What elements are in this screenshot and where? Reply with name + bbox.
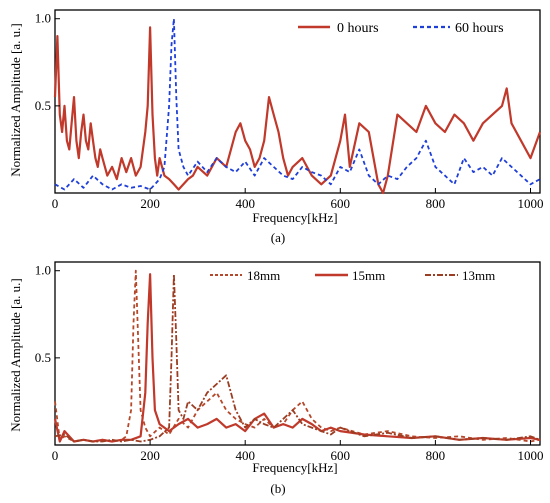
x-tick-label: 0 — [52, 448, 59, 463]
legend-label-13mm: 13mm — [462, 268, 495, 283]
series-line-13mm — [54, 273, 541, 443]
x-tick-label: 0 — [52, 196, 59, 211]
axis-ticks: 0 200 400 600 800 1000 0.5 1.0 — [35, 263, 544, 463]
series-line-0-hours — [53, 26, 542, 195]
y-tick-label: 1.0 — [35, 11, 51, 26]
x-tick-label: 200 — [140, 448, 160, 463]
panel-caption: (b) — [270, 481, 285, 496]
x-tick-label: 800 — [426, 448, 446, 463]
panel-b: 0 200 400 600 800 1000 0.5 1.0 Frequency[kHz] N… — [8, 261, 544, 496]
legend: 18mm 15mm 13mm — [210, 268, 495, 283]
axis-ticks: 0 200 400 600 800 1000 0.5 1.0 — [35, 11, 544, 211]
legend-label-60-hours: 60 hours — [455, 21, 504, 36]
series-group — [53, 269, 541, 443]
x-tick-label: 400 — [235, 448, 255, 463]
panel-a: 0 200 400 600 800 1000 0.5 1.0 Frequency[kHz] N… — [8, 9, 544, 245]
y-tick-label: 1.0 — [35, 263, 51, 278]
x-tick-label: 400 — [235, 196, 255, 211]
x-tick-label: 800 — [426, 196, 446, 211]
series-group — [53, 17, 542, 195]
x-tick-label: 600 — [331, 448, 351, 463]
legend-label-15mm: 15mm — [352, 268, 385, 283]
x-axis-label: Frequency[kHz] — [252, 460, 337, 475]
series-line-60-hours — [54, 17, 541, 191]
y-tick-label: 0.5 — [35, 350, 51, 365]
plot-frame — [54, 9, 541, 194]
x-tick-label: 600 — [331, 196, 351, 211]
y-axis-label: Normalized Amplitude [a. u.] — [8, 278, 23, 431]
x-tick-label: 200 — [140, 196, 160, 211]
y-axis-label: Normalized Amplitude [a. u.] — [8, 23, 23, 176]
x-axis-label: Frequency[kHz] — [252, 210, 337, 225]
x-tick-label: 1000 — [517, 448, 543, 463]
x-tick-label: 1000 — [517, 196, 543, 211]
y-tick-label: 0.5 — [35, 98, 51, 113]
panel-caption: (a) — [271, 230, 285, 245]
legend-label-0-hours: 0 hours — [337, 21, 379, 36]
plot-frame — [54, 261, 541, 446]
legend-label-18mm: 18mm — [247, 268, 280, 283]
legend: 0 hours 60 hours — [298, 21, 504, 36]
